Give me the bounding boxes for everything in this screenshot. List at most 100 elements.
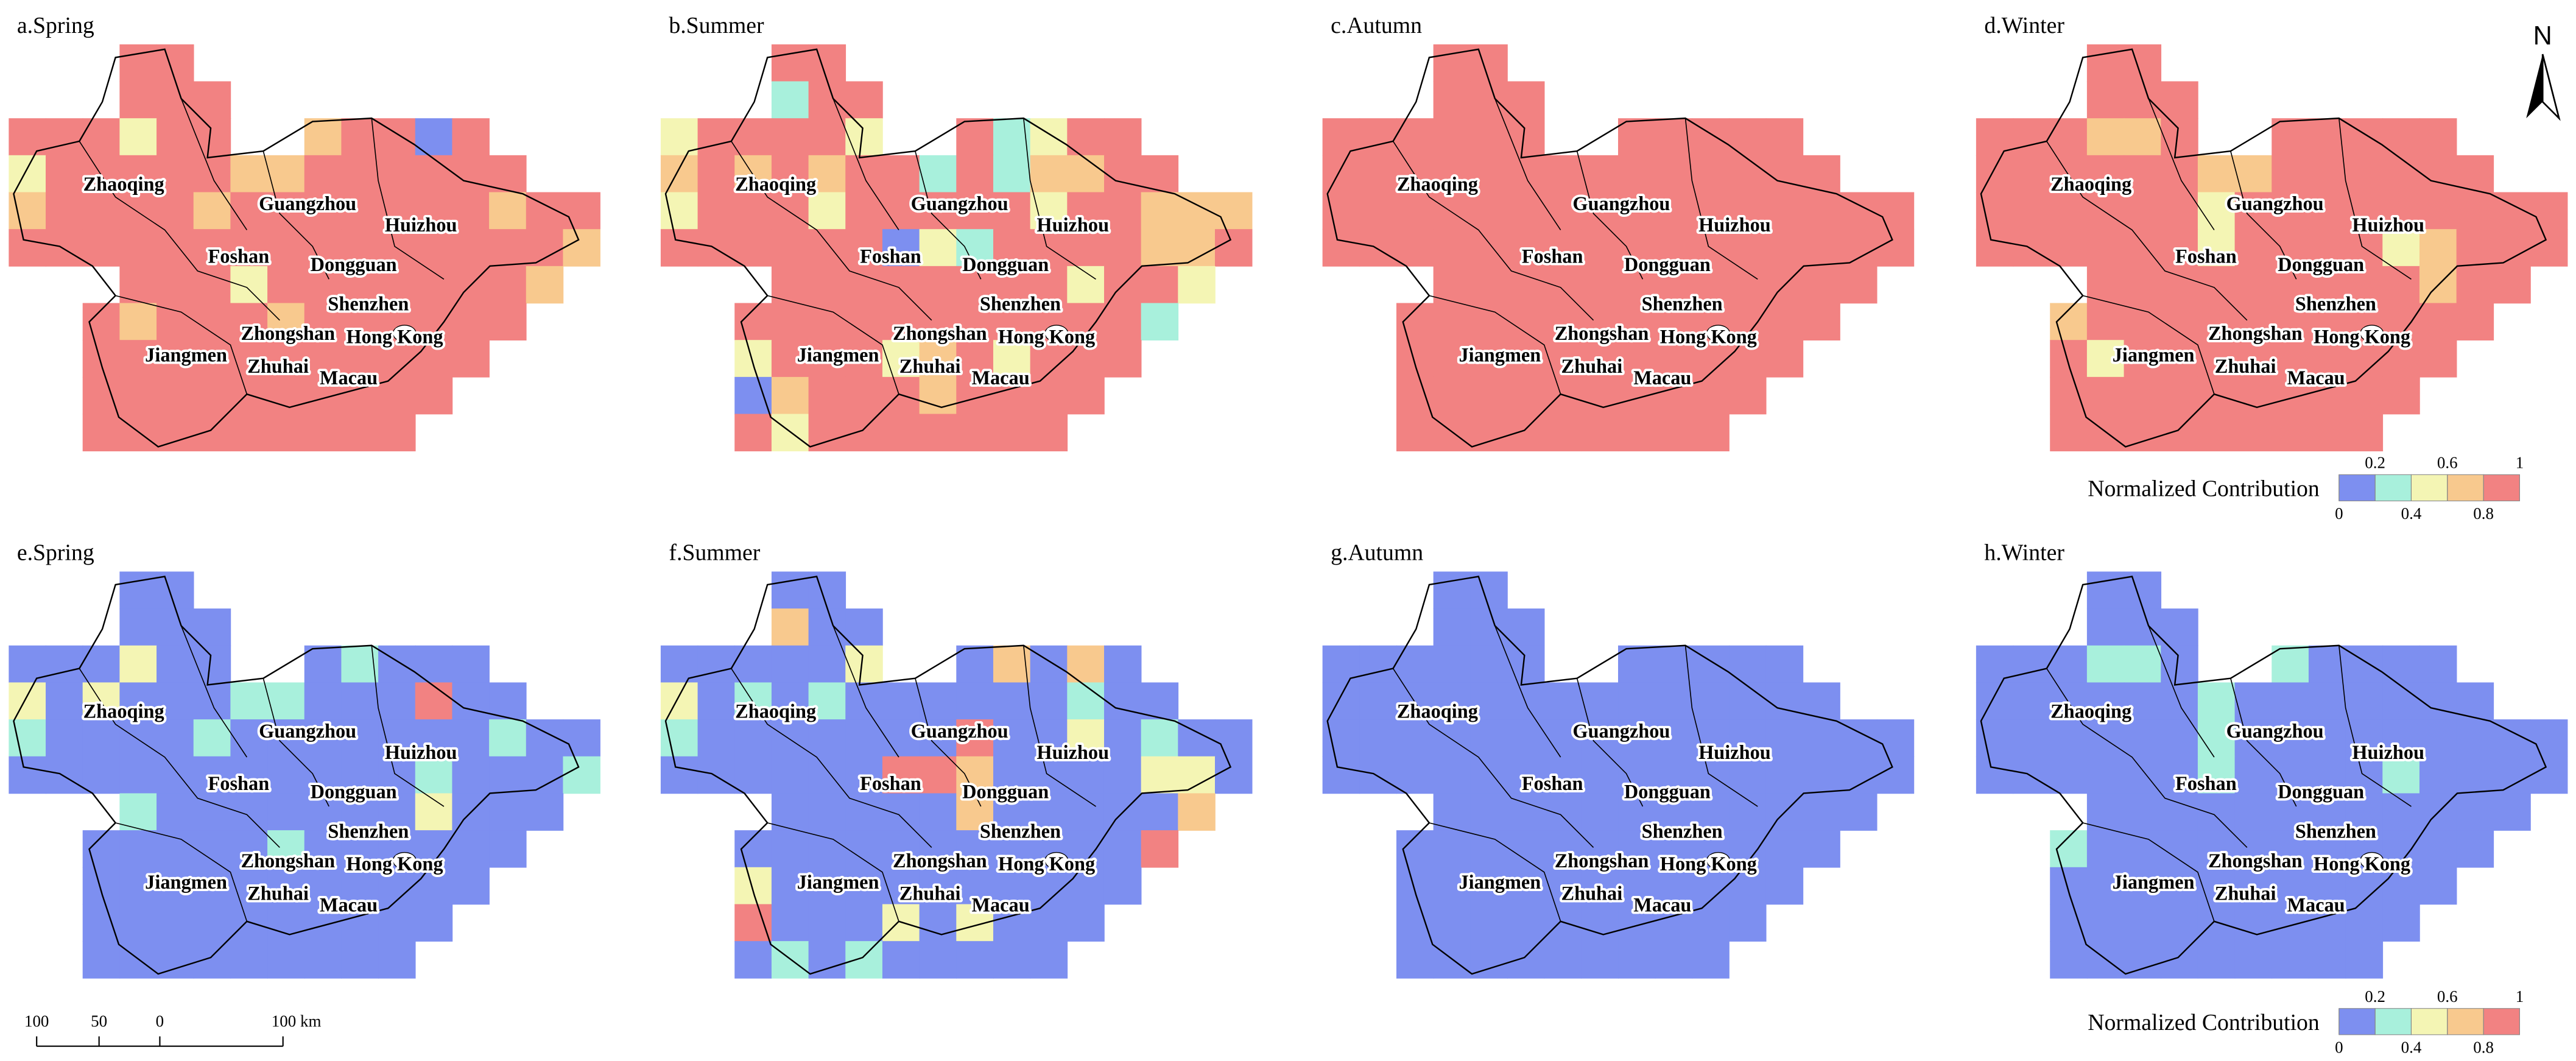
grid-cell: [1103, 192, 1142, 230]
grid-cell: [2272, 155, 2309, 193]
grid-cell: [2161, 81, 2198, 119]
grid-cell: [845, 719, 883, 757]
grid-cell: [378, 793, 416, 831]
city-label: Foshan: [1522, 772, 1583, 794]
grid-cell: [526, 756, 564, 794]
grid-cell: [2419, 719, 2457, 757]
grid-cell: [119, 266, 157, 304]
grid-cell: [1067, 376, 1105, 415]
grid-cell: [157, 229, 194, 267]
grid-cell: [2086, 340, 2125, 378]
grid-cell: [1803, 793, 1840, 831]
grid-cell: [1544, 266, 1582, 304]
grid-cell: [2382, 867, 2420, 905]
map-panel: h.Winter Zhaoqing Guangzhou Huizhou Foshan Do…: [1976, 540, 2568, 979]
grid-cell: [119, 44, 157, 82]
city-label: Zhongshan: [893, 322, 987, 344]
grid-cell: [1692, 682, 1730, 720]
grid-cell: [341, 155, 379, 193]
grid-cell: [2013, 229, 2051, 267]
grid-cell: [771, 793, 809, 831]
grid-cell: [1692, 118, 1730, 156]
grid-cell: [1103, 719, 1142, 757]
grid-cell: [808, 44, 846, 82]
legend-tick-label: 0: [2335, 504, 2343, 523]
grid-cell: [734, 941, 772, 979]
grid-cell: [845, 941, 883, 979]
city-label: Guangzhou: [2226, 192, 2324, 214]
grid-cell: [563, 719, 600, 757]
grid-cell: [1655, 414, 1693, 452]
grid-cell: [1396, 155, 1434, 193]
grid-cell: [919, 192, 957, 230]
grid-cell: [882, 682, 920, 720]
grid-cell: [1507, 904, 1545, 942]
grid-cell: [808, 645, 846, 683]
grid-cell: [919, 303, 957, 341]
grid-cell: [734, 340, 772, 378]
grid-cell: [1581, 266, 1619, 304]
grid-cell: [1803, 303, 1840, 341]
grid-cell: [489, 719, 527, 757]
grid-cell: [2086, 155, 2125, 193]
grid-cell: [1433, 645, 1471, 683]
legend-tick-label: 0: [2335, 1038, 2343, 1057]
grid-cell: [1507, 118, 1545, 156]
grid-cell: [1359, 155, 1397, 193]
grid-cell: [2086, 571, 2125, 609]
city-label: Zhaoqing: [1397, 173, 1478, 195]
panel-title: b.Summer: [669, 13, 764, 38]
boundary: [664, 576, 1232, 975]
grid-cell: [734, 719, 772, 757]
city-label: Jiangmen: [797, 871, 879, 893]
grid-cell: [378, 645, 416, 683]
grid-cell: [734, 303, 772, 341]
grid-cell: [1581, 793, 1619, 831]
grid-cell: [660, 645, 699, 683]
grid-cell: [2456, 266, 2494, 304]
grid-cell: [2124, 571, 2162, 609]
grid-cell: [267, 941, 305, 979]
city-label: Zhuhai: [247, 883, 309, 904]
grid-cell: [2161, 830, 2198, 868]
grid-cell: [1618, 830, 1656, 868]
grid-cell: [2234, 376, 2273, 415]
grid-cell: [304, 192, 342, 230]
legend: Normalized Contribution 0 0.2 0.4 0.6 0.8 1: [2088, 987, 2524, 1057]
grid-cell: [1470, 904, 1508, 942]
grid-cell: [193, 830, 231, 868]
grid-cell: [2308, 904, 2346, 942]
grid-cell: [2161, 340, 2198, 378]
grid-cell: [9, 756, 46, 794]
grid-cell: [341, 192, 379, 230]
grid-cell: [993, 266, 1031, 304]
grid-cell: [1396, 867, 1434, 905]
grid-cell: [378, 719, 416, 757]
grid-cell: [1729, 155, 1767, 193]
grid-cell: [771, 867, 809, 905]
grid-cell: [1765, 155, 1804, 193]
grid-cell: [82, 756, 121, 794]
grid-cell: [1729, 756, 1767, 794]
grid-cell: [1141, 793, 1179, 831]
grid-cell: [2050, 340, 2088, 378]
grid-cell: [1030, 414, 1068, 452]
grid-cell: [2272, 303, 2309, 341]
grid-cell: [1067, 229, 1105, 267]
grid-cell: [1544, 414, 1582, 452]
legend-swatch: [2447, 474, 2484, 502]
grid-cell: [1655, 682, 1693, 720]
grid-cell: [2382, 682, 2420, 720]
grid-cell: [1692, 941, 1730, 979]
grid-cell: [2086, 645, 2125, 683]
city-label: Hong Kong: [998, 326, 1095, 348]
grid-cell: [2308, 682, 2346, 720]
grid-cell: [1729, 229, 1767, 267]
grid-cell: [2234, 719, 2273, 757]
grid-cell: [193, 941, 231, 979]
city-label: Jiangmen: [1459, 871, 1541, 893]
grid-cell: [2382, 266, 2420, 304]
grid-cell: [845, 376, 883, 415]
grid-cell: [1507, 229, 1545, 267]
grid-cell: [1765, 229, 1804, 267]
